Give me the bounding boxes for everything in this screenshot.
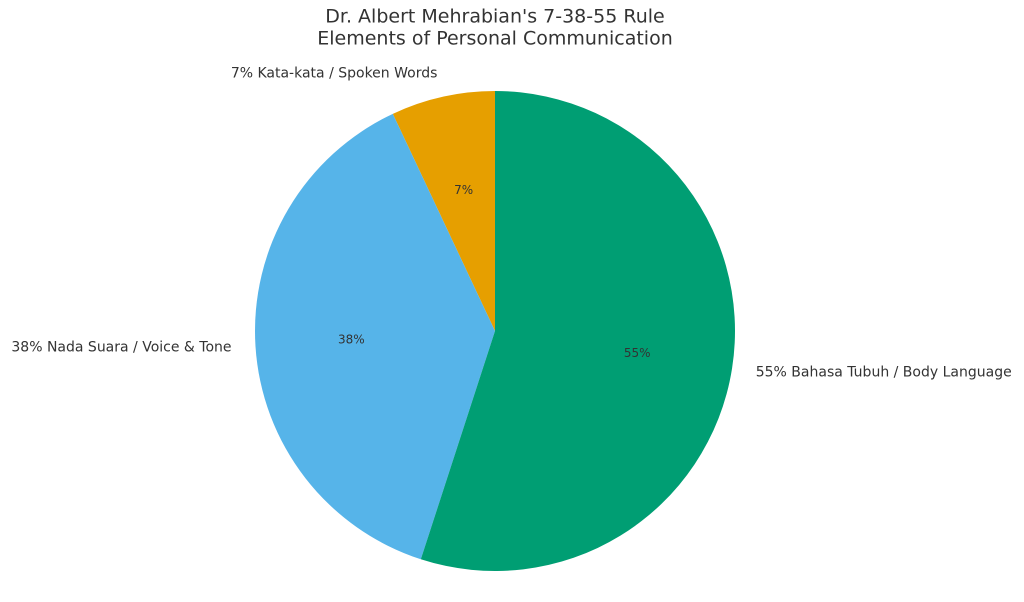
value-label: 38% bbox=[338, 333, 365, 347]
slice-label: 55% Bahasa Tubuh / Body Language bbox=[756, 364, 1012, 380]
pie-slice bbox=[254, 113, 495, 560]
pie-slice bbox=[420, 91, 735, 571]
slice-label: 7% Kata-kata / Spoken Words bbox=[231, 65, 438, 81]
value-label: 55% bbox=[624, 346, 651, 360]
chart-subtitle: Elements of Personal Communication bbox=[317, 28, 673, 50]
chart-title: Dr. Albert Mehrabian's 7-38-55 Rule bbox=[325, 6, 664, 28]
pie-slice bbox=[392, 91, 495, 331]
slice-label: 38% Nada Suara / Voice & Tone bbox=[11, 340, 231, 356]
value-label: 7% bbox=[454, 183, 473, 197]
